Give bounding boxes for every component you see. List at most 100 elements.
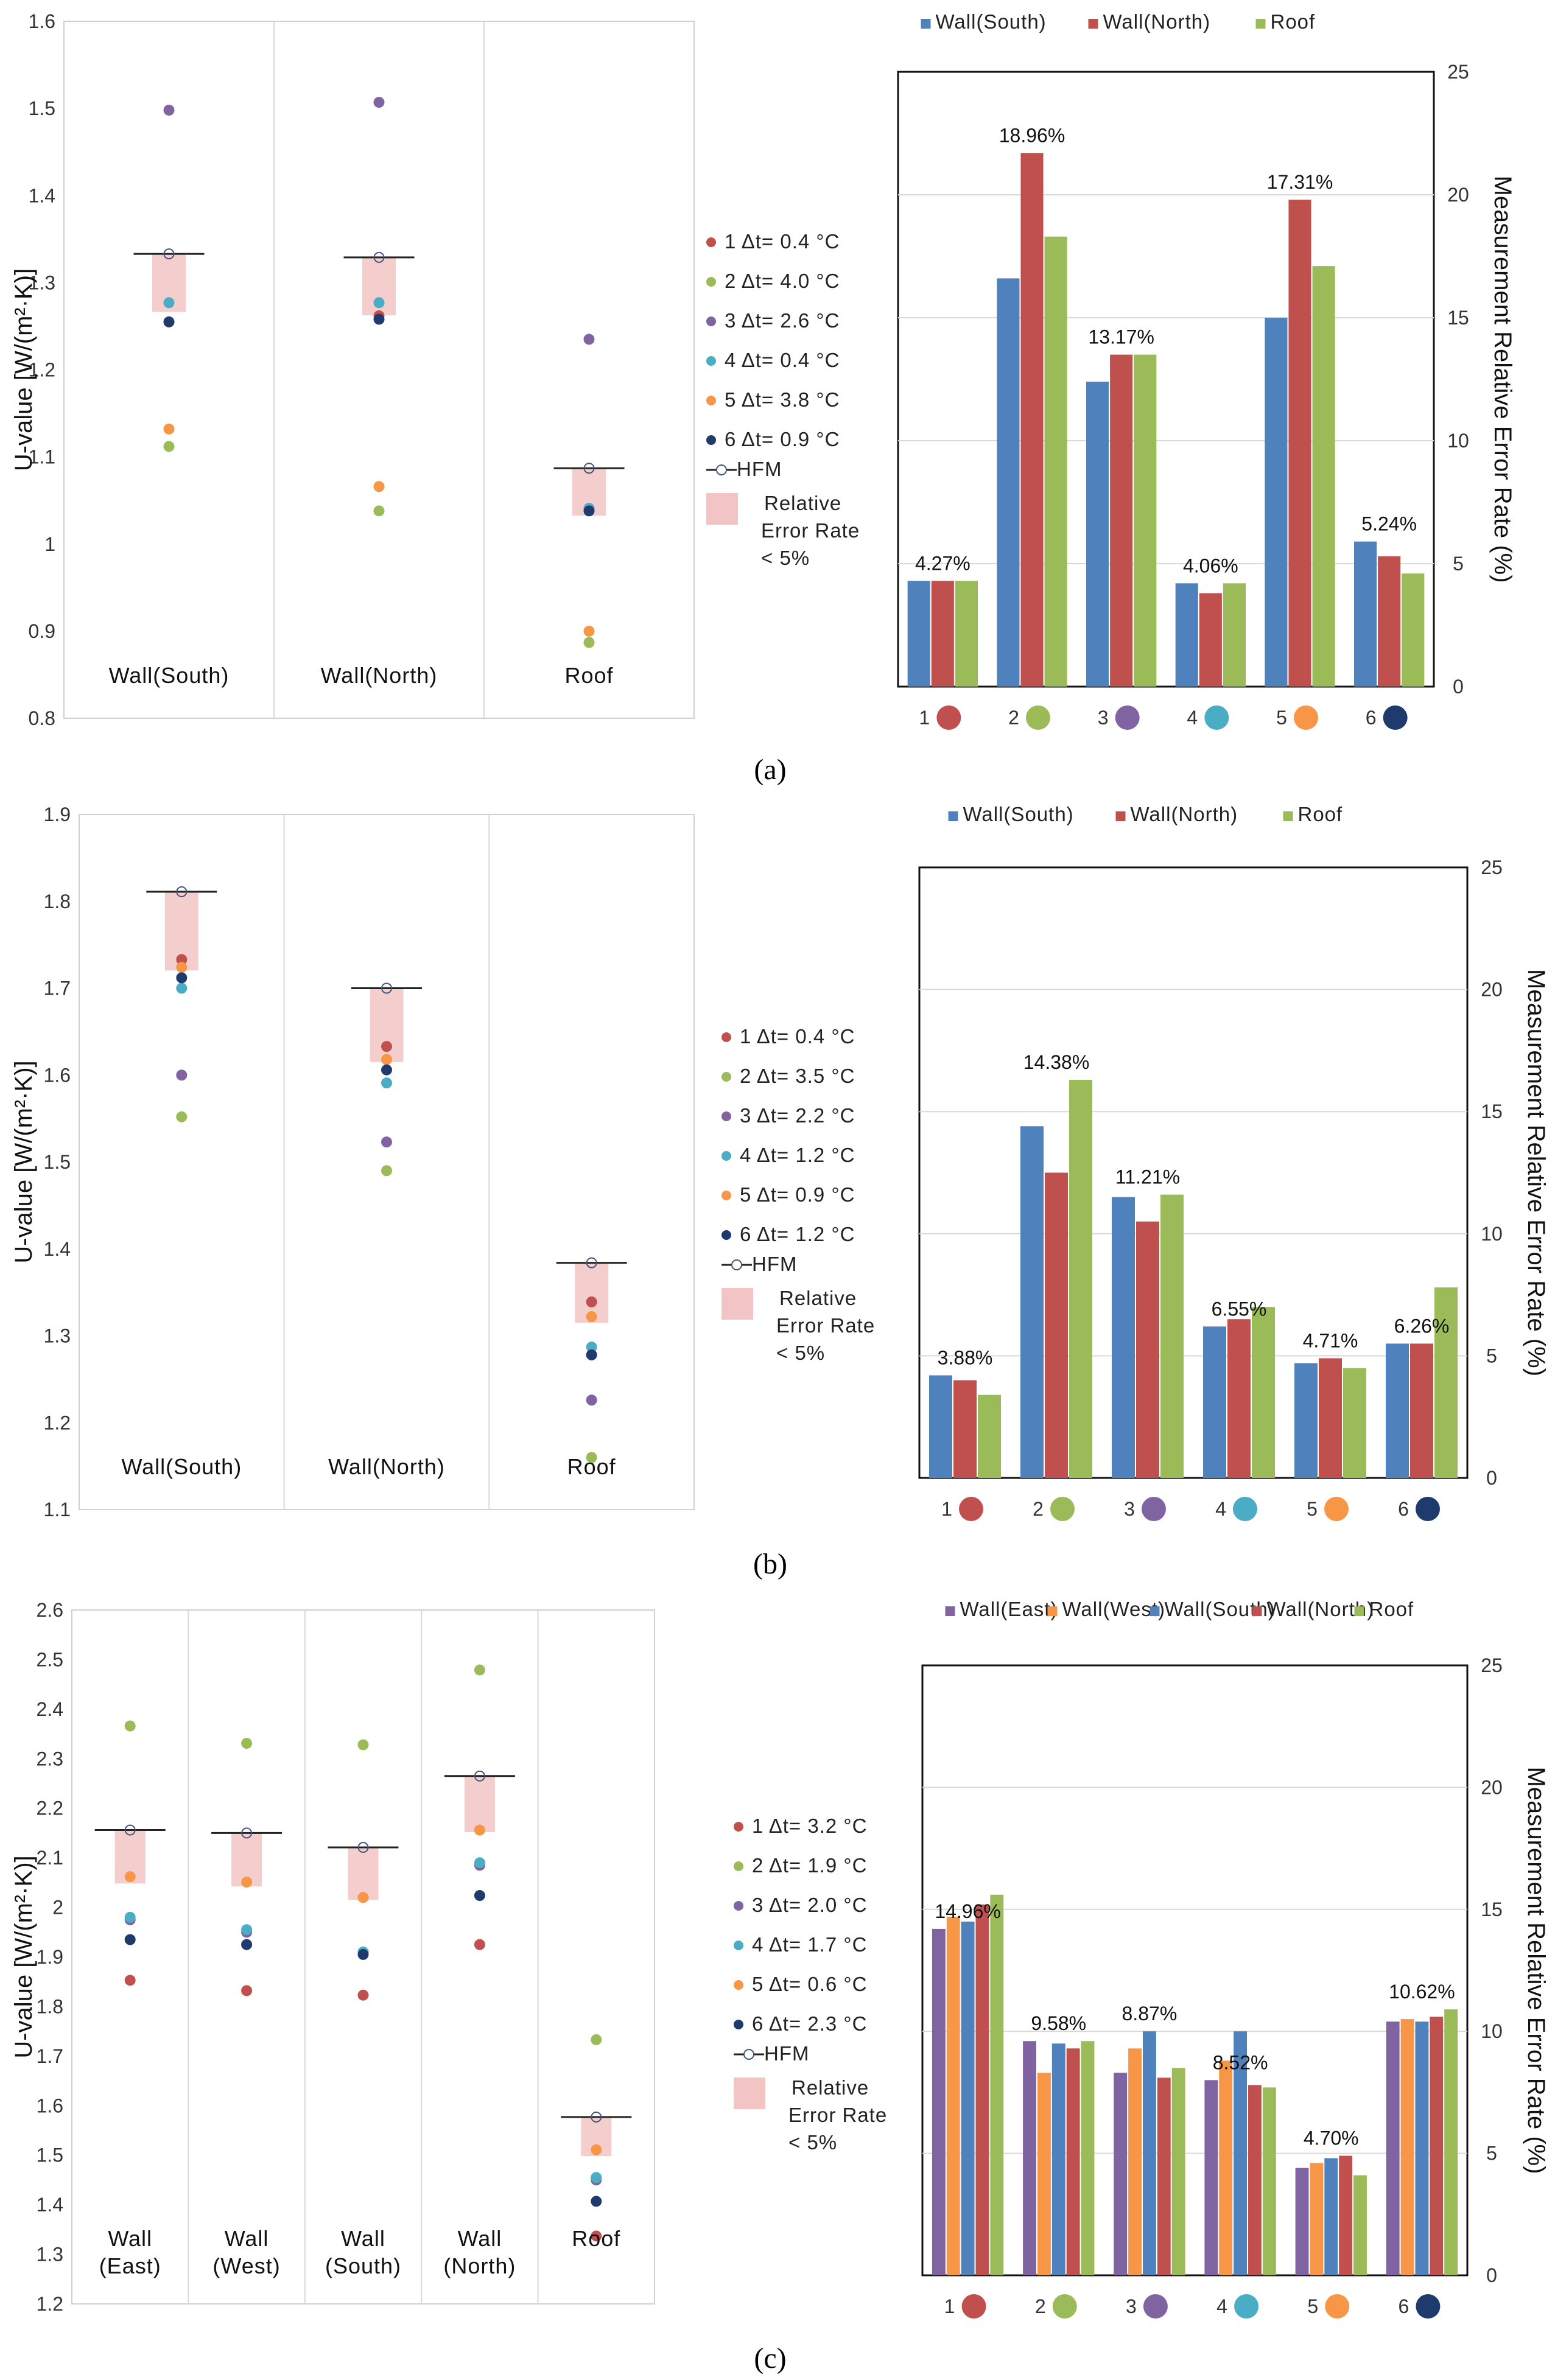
bar (975, 1904, 989, 2275)
bar (1223, 583, 1246, 687)
data-label: 17.31% (1267, 171, 1333, 193)
data-point (583, 637, 595, 648)
x-tick-label: 1 (919, 707, 930, 729)
bar (1086, 382, 1109, 687)
hfm-marker (474, 1770, 485, 1782)
y-tick-label: 1.6 (29, 10, 55, 32)
y-tick-label: 1.2 (29, 359, 55, 381)
category-label: (West) (212, 2253, 280, 2278)
hfm-marker (373, 251, 385, 263)
bar (1081, 2041, 1095, 2275)
y-tick-label: 1.6 (44, 1064, 71, 1086)
bar (1037, 2073, 1051, 2275)
hfm-marker (591, 2112, 602, 2123)
bar (1051, 2043, 1065, 2275)
x-tick-label: 6 (1398, 1498, 1409, 1520)
x-tick-marker (1383, 705, 1408, 730)
legend-band-label: Error Rate (776, 1314, 875, 1337)
data-point (583, 334, 595, 345)
legend-label: Wall(North) (1131, 803, 1238, 825)
legend-label: 5 Δt= 0.9 °C (740, 1183, 855, 1206)
legend-hfm-marker (716, 464, 727, 475)
y-tick-label: 1.5 (29, 97, 55, 119)
legend-swatch (1150, 1606, 1160, 1616)
bar (929, 1375, 952, 1478)
legend-band-label: Error Rate (788, 2104, 887, 2126)
legend-marker (706, 396, 716, 405)
data-point (373, 313, 385, 325)
legend-marker (734, 1822, 743, 1832)
data-label: 4.70% (1304, 2127, 1359, 2149)
bar (1110, 354, 1133, 687)
y-axis-title: U-value [W/(m²·K)] (10, 1855, 37, 2058)
data-point (176, 982, 188, 994)
x-tick-label: 6 (1366, 707, 1377, 729)
bar (1199, 593, 1222, 687)
data-point (591, 2034, 602, 2045)
legend-label: Roof (1298, 803, 1343, 825)
y-tick-label: 1.7 (37, 2045, 63, 2067)
y-tick-label: 5 (1486, 1345, 1497, 1367)
category-label: Wall (341, 2226, 385, 2251)
y-tick-label: 1 (44, 533, 55, 555)
y-tick-label: 1.9 (37, 1946, 63, 1968)
bar (1312, 266, 1335, 687)
legend-label: 4 Δt= 1.2 °C (740, 1144, 855, 1166)
bar (1310, 2163, 1324, 2275)
x-tick-marker (1115, 705, 1140, 730)
hfm-marker (586, 1257, 597, 1269)
bar (1339, 2155, 1353, 2275)
y-tick-label: 0 (1486, 1467, 1497, 1489)
data-point (124, 1720, 136, 1732)
legend-swatch (1115, 811, 1126, 821)
y-tick-label: 2.6 (37, 1599, 63, 1621)
bar (997, 278, 1020, 687)
y-tick-label: 10 (1447, 430, 1469, 452)
error-band (348, 1847, 379, 1900)
bar (1045, 1172, 1068, 1478)
legend-swatch (1252, 1606, 1262, 1616)
x-tick-label: 1 (944, 2295, 955, 2317)
plot-frame (918, 866, 1469, 1479)
bar (946, 1916, 960, 2275)
legend-label: 6 Δt= 0.9 °C (725, 428, 840, 450)
data-point (586, 1349, 597, 1360)
legend-label: Wall(South) (963, 803, 1074, 825)
bar (1265, 318, 1288, 687)
bar (1142, 2031, 1156, 2275)
data-point (474, 1664, 485, 1676)
bar (1386, 1343, 1409, 1478)
data-label: 11.21% (1115, 1166, 1180, 1188)
data-point (357, 1948, 369, 1960)
data-point (586, 1296, 597, 1307)
y-tick-label: 2.1 (37, 1847, 63, 1869)
data-point (474, 1890, 485, 1902)
hfm-marker (124, 1824, 136, 1836)
y-tick-label: 25 (1447, 61, 1469, 83)
bar (907, 581, 930, 687)
bar (953, 1380, 977, 1478)
data-point (474, 1939, 485, 1950)
legend-label: 1 Δt= 3.2 °C (752, 1815, 867, 1837)
x-tick-marker (961, 2294, 986, 2319)
x-tick-label: 5 (1276, 707, 1287, 729)
bar (1288, 200, 1311, 687)
data-point (163, 423, 175, 435)
bar (1354, 541, 1377, 687)
bar (1157, 2077, 1171, 2275)
data-point (176, 962, 188, 973)
caption-a: (a) (754, 754, 786, 786)
legend-band-swatch (734, 2077, 765, 2109)
category-label: (East) (99, 2253, 161, 2278)
x-tick-marker (1233, 1497, 1257, 1521)
legend-hfm-marker (743, 2049, 754, 2060)
legend-band-label: Relative (792, 2076, 869, 2099)
legend-label: 3 Δt= 2.0 °C (752, 1894, 867, 1916)
plot-frame (897, 71, 1435, 688)
y-tick-label: 20 (1481, 1776, 1503, 1798)
y-axis-title: U-value [W/(m²·K)] (10, 268, 37, 471)
x-tick-label: 2 (1008, 707, 1019, 729)
